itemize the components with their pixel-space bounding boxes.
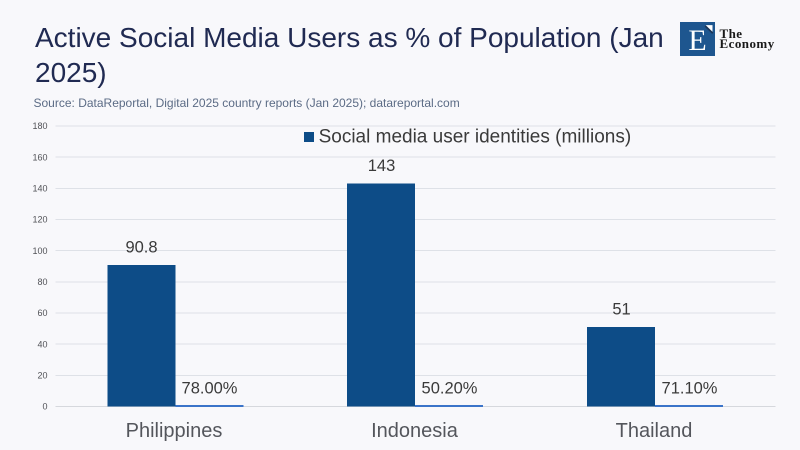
svg-text:50.20%: 50.20%: [422, 379, 478, 397]
svg-text:71.10%: 71.10%: [662, 379, 718, 397]
svg-text:140: 140: [32, 184, 47, 194]
svg-text:40: 40: [37, 339, 47, 349]
svg-text:Indonesia: Indonesia: [371, 420, 459, 442]
svg-text:20: 20: [37, 371, 47, 381]
svg-text:Philippines: Philippines: [126, 420, 223, 442]
svg-text:90.8: 90.8: [125, 238, 157, 256]
svg-text:100: 100: [32, 246, 47, 256]
svg-text:Social media user identities (: Social media user identities (millions): [319, 127, 632, 148]
svg-text:120: 120: [32, 215, 47, 225]
svg-text:0: 0: [42, 402, 47, 412]
svg-text:160: 160: [32, 152, 47, 162]
svg-text:Thailand: Thailand: [616, 420, 693, 442]
svg-text:78.00%: 78.00%: [182, 379, 238, 397]
svg-text:51: 51: [612, 301, 630, 319]
svg-text:180: 180: [32, 121, 47, 131]
svg-text:143: 143: [368, 157, 396, 175]
svg-text:80: 80: [37, 277, 47, 287]
svg-text:60: 60: [37, 308, 47, 318]
